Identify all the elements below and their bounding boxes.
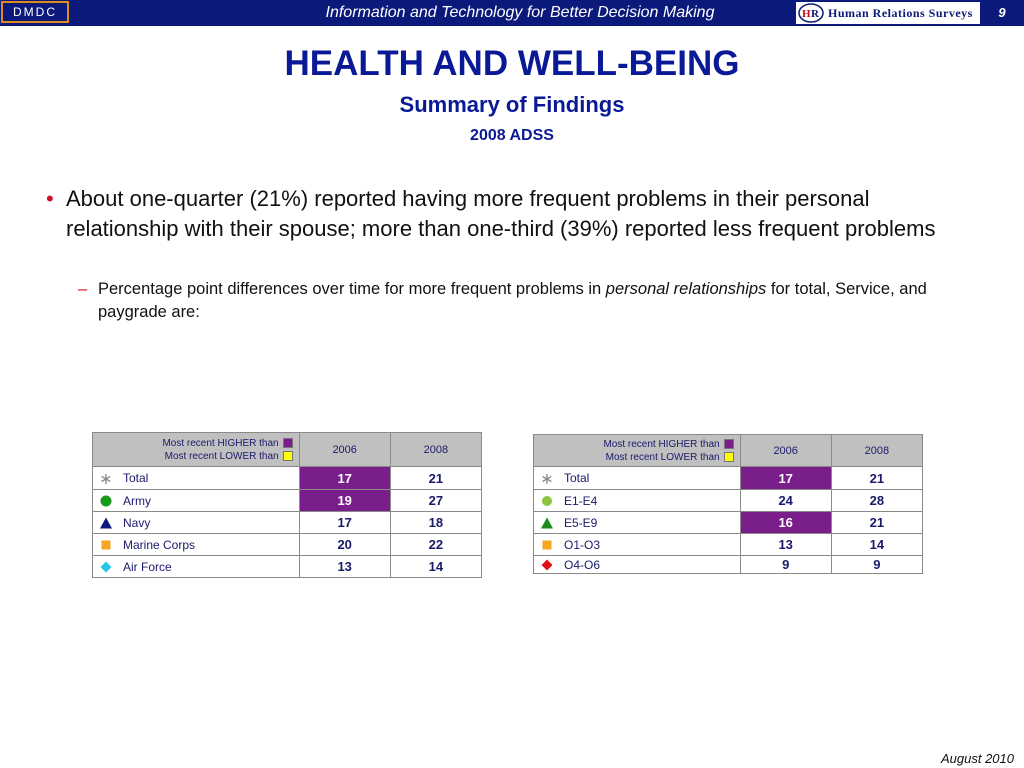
- higher-swatch-icon: [723, 438, 734, 449]
- value-2008: 28: [830, 489, 924, 512]
- row-label-cell: Navy: [92, 511, 300, 534]
- table-row: Marine Corps 20 22: [92, 533, 483, 556]
- header-tagline: Information and Technology for Better De…: [325, 4, 715, 21]
- value-2008: 21: [830, 466, 924, 490]
- svg-text:∗: ∗: [99, 471, 112, 485]
- value-2006: 17: [298, 466, 391, 490]
- hrs-brand-text: Human Relations Surveys: [828, 5, 973, 20]
- row-label-cell: O1-O3: [533, 533, 741, 556]
- value-2006: 17: [298, 511, 391, 534]
- value-2008: 21: [830, 511, 924, 534]
- row-label: E5-E9: [564, 515, 598, 530]
- value-2008: 21: [389, 466, 483, 490]
- legend-lower-label: Most recent LOWER than: [605, 451, 720, 463]
- row-label: Total: [564, 471, 590, 485]
- row-label: O4-O6: [564, 557, 601, 572]
- hrs-emblem-icon: H R: [798, 3, 824, 23]
- green-triangle-icon: [540, 516, 554, 530]
- lightgreen-circle-icon: [540, 494, 554, 508]
- value-2006: 16: [739, 511, 832, 534]
- bullet-dash-icon: –: [78, 280, 88, 298]
- row-label-cell: Army: [92, 489, 300, 512]
- row-label: Marine Corps: [123, 537, 196, 552]
- row-label-cell: Marine Corps: [92, 533, 300, 556]
- lower-swatch-icon: [282, 450, 293, 461]
- table-row: ∗ Total 17 21: [92, 466, 483, 490]
- page-subtitle: Summary of Findings: [399, 92, 625, 117]
- page-number: 9: [998, 5, 1006, 20]
- survey-year: 2008 ADSS: [470, 127, 554, 144]
- row-label: Navy: [123, 515, 151, 530]
- value-2006: 19: [298, 489, 391, 512]
- orange-square-icon: [99, 538, 113, 552]
- sub-bullet-italic: personal relationships: [605, 280, 767, 298]
- sub-bullet-text: Percentage point differences over time f…: [98, 278, 968, 324]
- value-2008: 9: [830, 555, 924, 574]
- value-2008: 18: [389, 511, 483, 534]
- table-row: Air Force 13 14: [92, 555, 483, 578]
- svg-text:H: H: [802, 8, 811, 20]
- row-label-cell: E1-E4: [533, 489, 741, 512]
- table-row: E1-E4 24 28: [533, 489, 924, 512]
- paygrade-table: Most recent HIGHER than Most recent LOWE…: [533, 434, 924, 574]
- lower-swatch-icon: [723, 451, 734, 462]
- value-2006: 20: [298, 533, 391, 556]
- svg-text:R: R: [811, 8, 820, 20]
- value-2006: 13: [298, 555, 391, 578]
- legend-cell: Most recent HIGHER than Most recent LOWE…: [533, 434, 741, 467]
- table-row: ∗ Total 17 21: [533, 466, 924, 490]
- sub-bullet-text-end: for total, Service, and paygrade are:: [98, 280, 927, 321]
- row-label-cell: O4-O6: [533, 555, 741, 574]
- table-row: O4-O6 9 9: [533, 555, 924, 574]
- value-2008: 14: [389, 555, 483, 578]
- row-label: Air Force: [123, 559, 172, 574]
- service-table: Most recent HIGHER than Most recent LOWE…: [92, 432, 483, 578]
- value-2008: 14: [830, 533, 924, 556]
- value-2006: 13: [739, 533, 832, 556]
- bullet-dot-icon: •: [46, 186, 54, 211]
- orange-square-icon: [540, 538, 554, 552]
- value-2008: 22: [389, 533, 483, 556]
- hrs-logo: H R Human Relations Surveys: [796, 2, 980, 24]
- row-label-cell: E5-E9: [533, 511, 741, 534]
- row-label: O1-O3: [564, 537, 601, 552]
- green-circle-icon: [99, 494, 113, 508]
- legend-higher-label: Most recent HIGHER than: [162, 437, 279, 449]
- asterisk-icon: ∗: [99, 471, 113, 485]
- value-2006: 17: [739, 466, 832, 490]
- red-diamond-icon: [540, 558, 554, 572]
- legend-cell: Most recent HIGHER than Most recent LOWE…: [92, 432, 300, 467]
- dmdc-logo: DMDC: [1, 1, 69, 23]
- table-row: Navy 17 18: [92, 511, 483, 534]
- page-title: HEALTH AND WELL-BEING: [284, 44, 740, 83]
- row-label: Army: [123, 493, 151, 508]
- value-2006: 9: [739, 555, 832, 574]
- cyan-diamond-icon: [99, 560, 113, 574]
- legend-higher-label: Most recent HIGHER than: [603, 438, 720, 450]
- column-header-2006: 2006: [739, 434, 832, 467]
- row-label-cell: Air Force: [92, 555, 300, 578]
- row-label-cell: ∗ Total: [92, 466, 300, 490]
- sub-bullet-text-start: Percentage point differences over time f…: [98, 280, 606, 298]
- column-header-2008: 2008: [389, 432, 483, 467]
- value-2006: 24: [739, 489, 832, 512]
- row-label: Total: [123, 471, 149, 485]
- table-row: Army 19 27: [92, 489, 483, 512]
- row-label-cell: ∗ Total: [533, 466, 741, 490]
- footer-date: August 2010: [940, 751, 1014, 766]
- navy-triangle-icon: [99, 516, 113, 530]
- row-label: E1-E4: [564, 493, 598, 508]
- asterisk-icon: ∗: [540, 471, 554, 485]
- column-header-2008: 2008: [830, 434, 924, 467]
- value-2008: 27: [389, 489, 483, 512]
- higher-swatch-icon: [282, 437, 293, 448]
- column-header-2006: 2006: [298, 432, 391, 467]
- table-row: E5-E9 16 21: [533, 511, 924, 534]
- header-bar: DMDC Information and Technology for Bett…: [0, 0, 1024, 26]
- table-row: O1-O3 13 14: [533, 533, 924, 556]
- legend-lower-label: Most recent LOWER than: [164, 450, 279, 462]
- svg-text:∗: ∗: [540, 471, 553, 485]
- main-bullet-text: About one-quarter (21%) reported having …: [66, 186, 936, 241]
